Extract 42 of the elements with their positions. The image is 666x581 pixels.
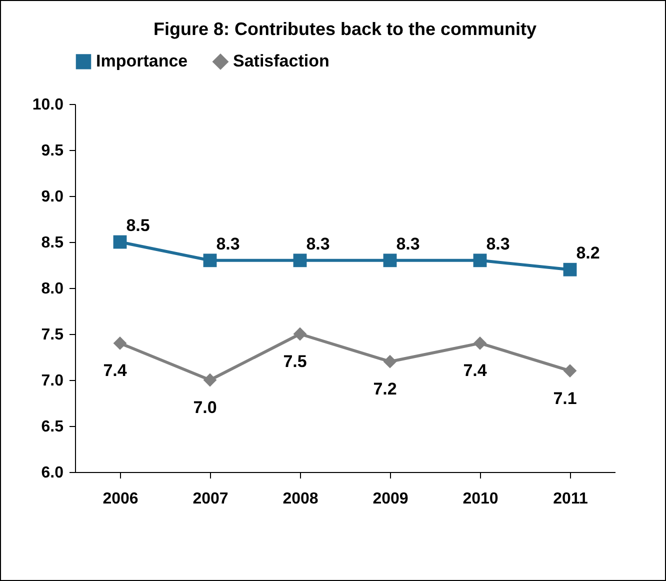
y-tick-label: 8.5 xyxy=(41,234,64,252)
y-tick-label: 9.5 xyxy=(41,142,64,160)
chart-title: Figure 8: Contributes back to the community xyxy=(153,19,537,39)
y-tick-label: 6.0 xyxy=(41,464,64,482)
point xyxy=(113,235,127,249)
data-label: 8.3 xyxy=(306,234,330,254)
data-label: 7.4 xyxy=(103,361,128,380)
data-label: 8.3 xyxy=(486,234,510,254)
data-label: 7.4 xyxy=(463,361,488,380)
point xyxy=(563,364,577,378)
x-tick-label: 2010 xyxy=(462,490,498,508)
point xyxy=(113,336,127,350)
data-label: 7.1 xyxy=(553,388,577,408)
point xyxy=(293,254,307,268)
y-tick-label: 9.0 xyxy=(41,188,64,206)
point xyxy=(473,336,487,350)
y-tick-label: 10.0 xyxy=(32,96,64,114)
y-tick-label: 8.0 xyxy=(41,280,64,298)
x-tick-label: 2008 xyxy=(282,490,318,508)
y-tick-label: 7.0 xyxy=(41,372,64,390)
point xyxy=(473,254,487,268)
data-label: 7.5 xyxy=(283,352,307,371)
data-label: 7.2 xyxy=(373,380,397,399)
data-label: 7.0 xyxy=(193,398,217,417)
x-tick-label: 2006 xyxy=(102,490,138,508)
point xyxy=(203,254,217,268)
y-tick-label: 7.5 xyxy=(41,326,64,344)
legend-label: Satisfaction xyxy=(233,52,330,71)
point xyxy=(383,254,397,268)
x-tick-label: 2009 xyxy=(372,490,408,508)
point xyxy=(203,373,217,387)
legend-label: Importance xyxy=(96,52,188,71)
x-tick-label: 2011 xyxy=(553,490,588,508)
data-label: 8.3 xyxy=(396,234,420,254)
data-label: 8.2 xyxy=(576,244,600,263)
point xyxy=(293,327,307,341)
data-label: 8.3 xyxy=(216,234,240,254)
x-tick-label: 2007 xyxy=(192,490,228,508)
y-tick-label: 6.5 xyxy=(41,418,64,436)
data-label: 8.5 xyxy=(126,216,150,235)
point xyxy=(383,354,397,368)
point xyxy=(563,262,577,276)
